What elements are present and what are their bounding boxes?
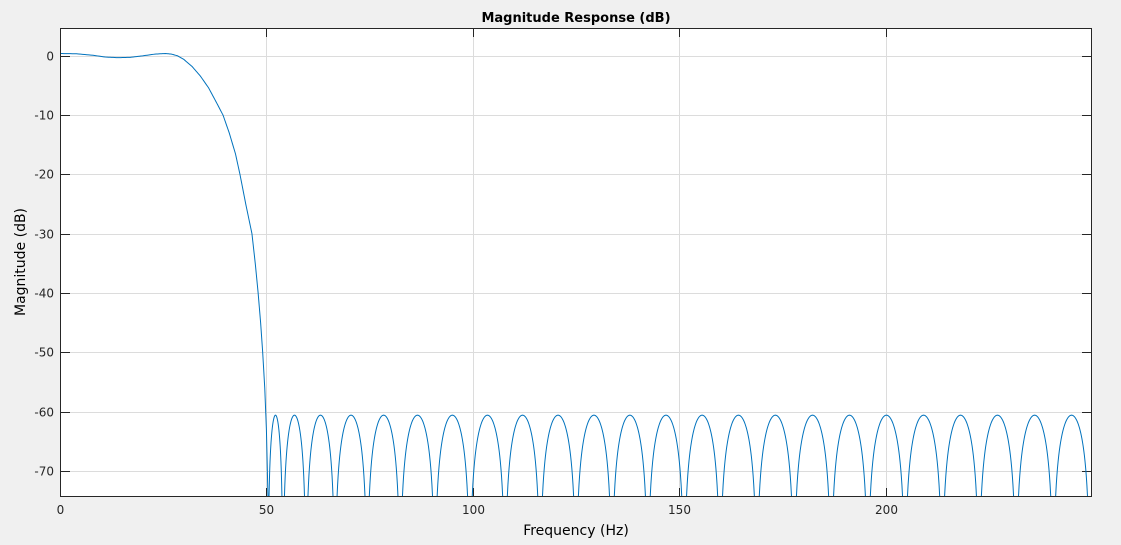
magnitude-curve [60, 52, 1089, 497]
y-tick-label: -10 [34, 109, 54, 123]
x-tick-label: 0 [57, 503, 65, 517]
y-tick-label: -60 [34, 406, 54, 420]
y-tick-label: -50 [34, 346, 54, 360]
x-axis-label: Frequency (Hz) [523, 523, 629, 539]
x-tick-label: 50 [259, 503, 274, 517]
x-tick-label: 200 [875, 503, 898, 517]
y-tick-label: -70 [34, 465, 54, 479]
y-tick-label: -20 [34, 168, 54, 182]
x-tick-label: 100 [462, 503, 485, 517]
y-tick-label: -40 [34, 287, 54, 301]
chart-title: Magnitude Response (dB) [481, 11, 670, 26]
grid [60, 28, 1092, 497]
plot-area [60, 28, 1092, 497]
y-tick-label: -30 [34, 228, 54, 242]
y-axis-label: Magnitude (dB) [13, 208, 29, 316]
x-tick-label: 150 [668, 503, 691, 517]
y-tick-label: 0 [46, 50, 54, 64]
axes-box [60, 28, 1092, 497]
